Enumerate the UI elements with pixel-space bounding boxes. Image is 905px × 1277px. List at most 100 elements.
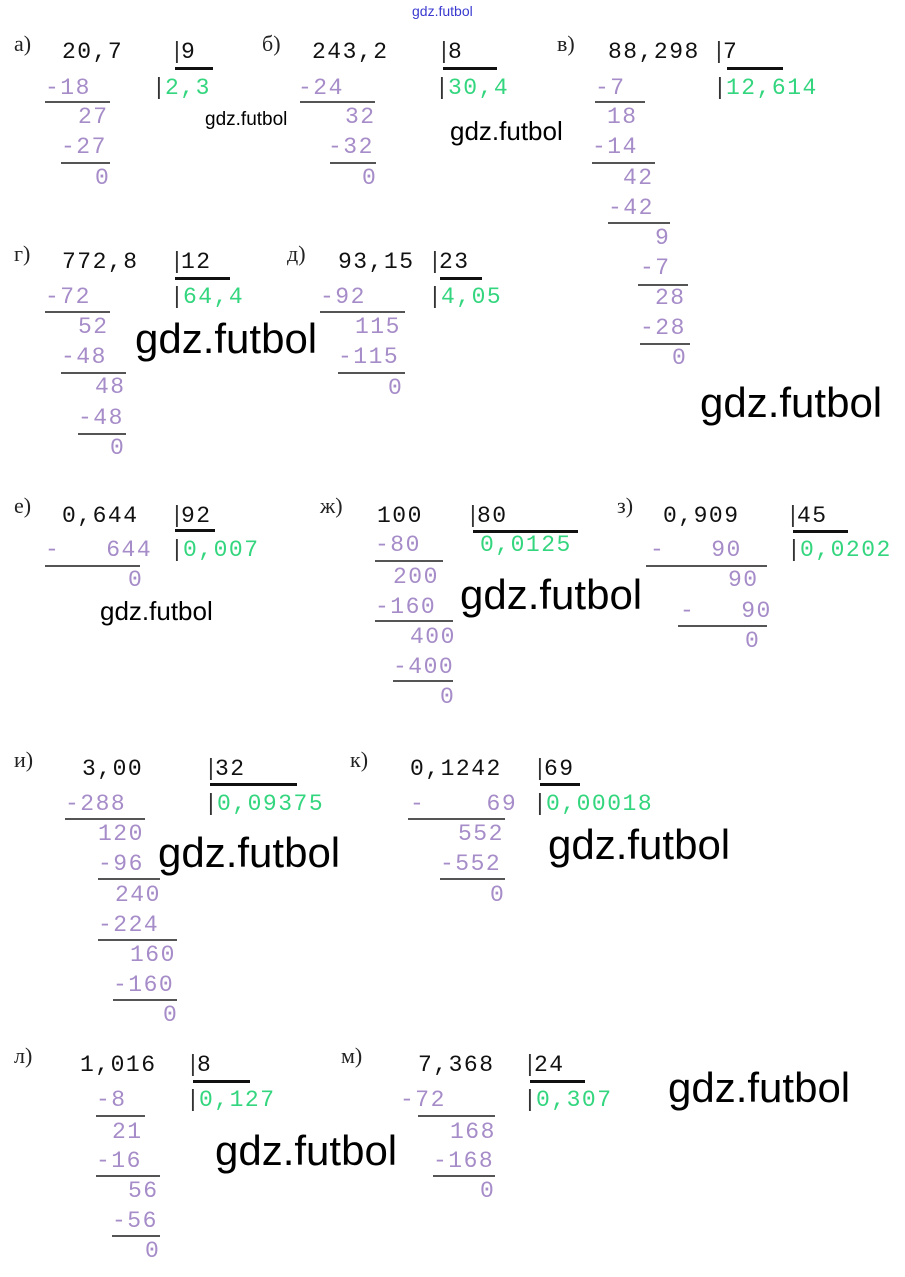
division-step: - 90 xyxy=(680,598,772,624)
division-bar-icon: | xyxy=(786,503,802,529)
subtraction-line xyxy=(608,222,670,224)
subtraction-line xyxy=(592,162,655,164)
division-step: -80 xyxy=(375,532,421,558)
division-step: -160 xyxy=(113,972,175,998)
quotient-bar-icon: | xyxy=(435,75,451,101)
division-step: -27 xyxy=(61,134,107,160)
problem-label: в) xyxy=(557,31,575,56)
subtraction-line xyxy=(45,311,110,313)
division-step: 0 xyxy=(163,1002,179,1028)
watermark: gdz.futbol xyxy=(460,571,643,618)
subtraction-line xyxy=(45,101,110,103)
dividend: 772,8 xyxy=(62,249,139,275)
quotient: 64,4 xyxy=(183,284,245,310)
subtraction-line xyxy=(595,101,645,103)
division-step: 90 xyxy=(728,567,759,593)
division-bar-icon: | xyxy=(186,1052,202,1078)
divisor-underline xyxy=(540,783,580,786)
divisor-underline xyxy=(210,783,297,786)
dividend: 100 xyxy=(377,503,423,529)
division-step: -8 xyxy=(96,1087,127,1113)
quotient: 0,0202 xyxy=(800,537,892,563)
division-step: -224 xyxy=(98,912,160,938)
division-step: 42 xyxy=(623,165,654,191)
dividend: 88,298 xyxy=(608,39,700,65)
watermark: gdz.futbol xyxy=(205,109,288,130)
quotient: 0,09375 xyxy=(217,791,325,817)
quotient: 0,0125 xyxy=(480,532,572,558)
subtraction-line xyxy=(393,680,453,682)
division-step: -14 xyxy=(592,134,638,160)
division-step: 18 xyxy=(607,104,638,130)
dividend: 7,368 xyxy=(418,1052,495,1078)
quotient-bar-icon: | xyxy=(204,791,220,817)
division-step: -115 xyxy=(338,344,400,370)
division-step: 9 xyxy=(655,225,671,251)
subtraction-line xyxy=(338,372,405,374)
quotient-bar-icon: | xyxy=(152,75,168,101)
division-step: 120 xyxy=(98,821,144,847)
divisor-underline xyxy=(440,277,482,280)
problem-label: л) xyxy=(14,1043,33,1068)
quotient: 4,05 xyxy=(441,284,503,310)
division-step: 160 xyxy=(130,942,176,968)
division-step: - 644 xyxy=(45,537,153,563)
division-step: 21 xyxy=(112,1119,143,1145)
division-step: -7 xyxy=(640,255,671,281)
dividend: 93,15 xyxy=(338,249,415,275)
division-step: -72 xyxy=(45,284,91,310)
quotient-bar-icon: | xyxy=(186,1087,202,1113)
quotient: 2,3 xyxy=(165,75,211,101)
divisor-underline xyxy=(530,1080,585,1083)
division-step: 0 xyxy=(128,567,144,593)
quotient-bar-icon: | xyxy=(523,1087,539,1113)
division-step: 48 xyxy=(95,374,126,400)
division-step: 200 xyxy=(393,564,439,590)
subtraction-line xyxy=(408,818,505,820)
watermark: gdz.futbol xyxy=(215,1127,398,1174)
division-step: 0 xyxy=(95,165,111,191)
quotient-bar-icon: | xyxy=(170,284,186,310)
division-step: -72 xyxy=(400,1087,446,1113)
subtraction-line xyxy=(433,1175,495,1177)
dividend: 0,644 xyxy=(62,503,139,529)
header-watermark: gdz.futbol xyxy=(412,3,473,19)
subtraction-line xyxy=(418,1115,495,1117)
division-bar-icon: | xyxy=(712,39,728,65)
division-step: -32 xyxy=(328,134,374,160)
problem-label: и) xyxy=(14,747,34,772)
division-step: -168 xyxy=(433,1148,495,1174)
division-step: - 69 xyxy=(410,791,518,817)
division-step: -400 xyxy=(393,654,455,680)
division-step: -48 xyxy=(61,344,107,370)
dividend: 243,2 xyxy=(312,39,389,65)
division-step: 0 xyxy=(480,1178,496,1204)
watermark: gdz.futbol xyxy=(158,829,341,876)
division-step: - 90 xyxy=(650,537,742,563)
subtraction-line xyxy=(45,565,140,567)
division-step: 0 xyxy=(145,1238,161,1264)
division-step: -92 xyxy=(320,284,366,310)
divisor: 8 xyxy=(197,1052,213,1078)
dividend: 3,00 xyxy=(82,756,144,782)
subtraction-line xyxy=(375,560,443,562)
divisor: 69 xyxy=(544,756,575,782)
divisor: 7 xyxy=(723,39,739,65)
subtraction-line xyxy=(320,311,405,313)
problem-label: а) xyxy=(14,31,32,56)
divisor-underline xyxy=(727,67,783,70)
subtraction-line xyxy=(61,372,126,374)
watermark: gdz.futbol xyxy=(668,1064,851,1111)
division-bar-icon: | xyxy=(170,249,186,275)
subtraction-line xyxy=(96,1175,160,1177)
subtraction-line xyxy=(113,999,177,1001)
divisor: 80 xyxy=(477,503,508,529)
problem-label: б) xyxy=(262,31,281,56)
subtraction-line xyxy=(375,620,453,622)
division-step: -7 xyxy=(595,75,626,101)
division-step: -18 xyxy=(45,75,91,101)
divisor-underline xyxy=(443,67,497,70)
quotient-bar-icon: | xyxy=(713,75,729,101)
problem-label: г) xyxy=(14,241,31,266)
